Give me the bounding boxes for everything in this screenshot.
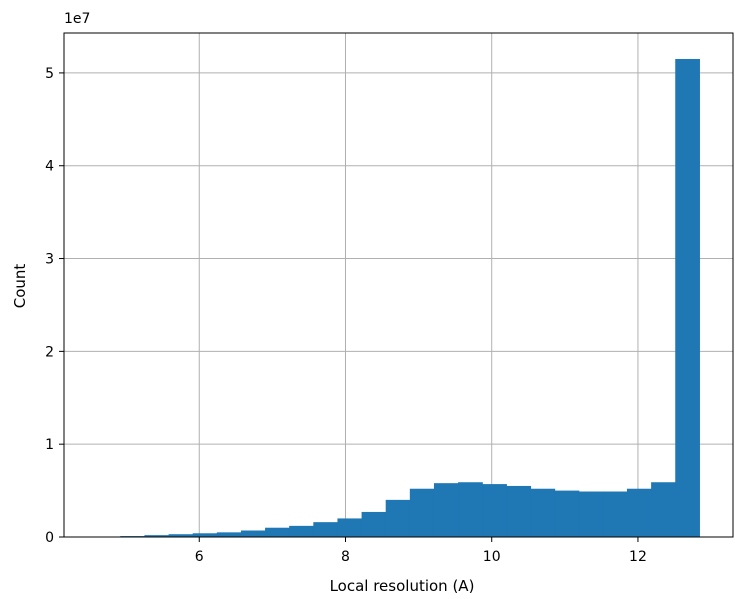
histogram-bar (675, 58, 700, 537)
histogram-bar (192, 533, 218, 537)
histogram-bar (240, 530, 266, 537)
y-tick-label: 3 (45, 252, 54, 268)
histogram-bar (265, 527, 290, 537)
y-tick-label: 4 (45, 159, 54, 175)
histogram-bar (626, 488, 652, 537)
histogram-bar (144, 535, 170, 537)
histogram-bar (168, 534, 194, 537)
histogram-bar (409, 488, 435, 537)
y-tick-label: 1 (45, 437, 54, 453)
plot-frame (63, 32, 734, 538)
histogram-bar (361, 511, 387, 537)
axes (59, 32, 734, 542)
x-tick-label: 6 (195, 549, 204, 565)
histogram-bar (433, 483, 459, 537)
histogram-bar (578, 491, 604, 537)
x-tick-label: 8 (341, 549, 350, 565)
y-offset-label: 1e7 (64, 11, 90, 27)
y-axis-label: Count (11, 264, 29, 309)
histogram-bar (506, 485, 532, 537)
histogram-bar (554, 490, 580, 537)
histogram-bar (602, 491, 628, 537)
y-tick-label: 2 (45, 344, 54, 360)
y-tick-label: 5 (45, 66, 54, 82)
x-axis-label: Local resolution (A) (330, 577, 475, 595)
histogram-bar (313, 522, 339, 537)
x-tick-label: 12 (629, 549, 647, 565)
histogram-bar (216, 532, 242, 537)
histogram-bar (289, 525, 314, 537)
y-tick-label: 0 (45, 530, 54, 546)
histogram-bar (651, 482, 676, 537)
histogram-bar (482, 484, 507, 537)
histogram-bar (458, 482, 483, 537)
histogram-bars (120, 58, 700, 537)
x-tick-label: 10 (483, 549, 501, 565)
histogram-bar (385, 499, 411, 537)
grid (64, 33, 733, 538)
histogram-bar (530, 488, 556, 537)
histogram-bar (337, 518, 363, 537)
